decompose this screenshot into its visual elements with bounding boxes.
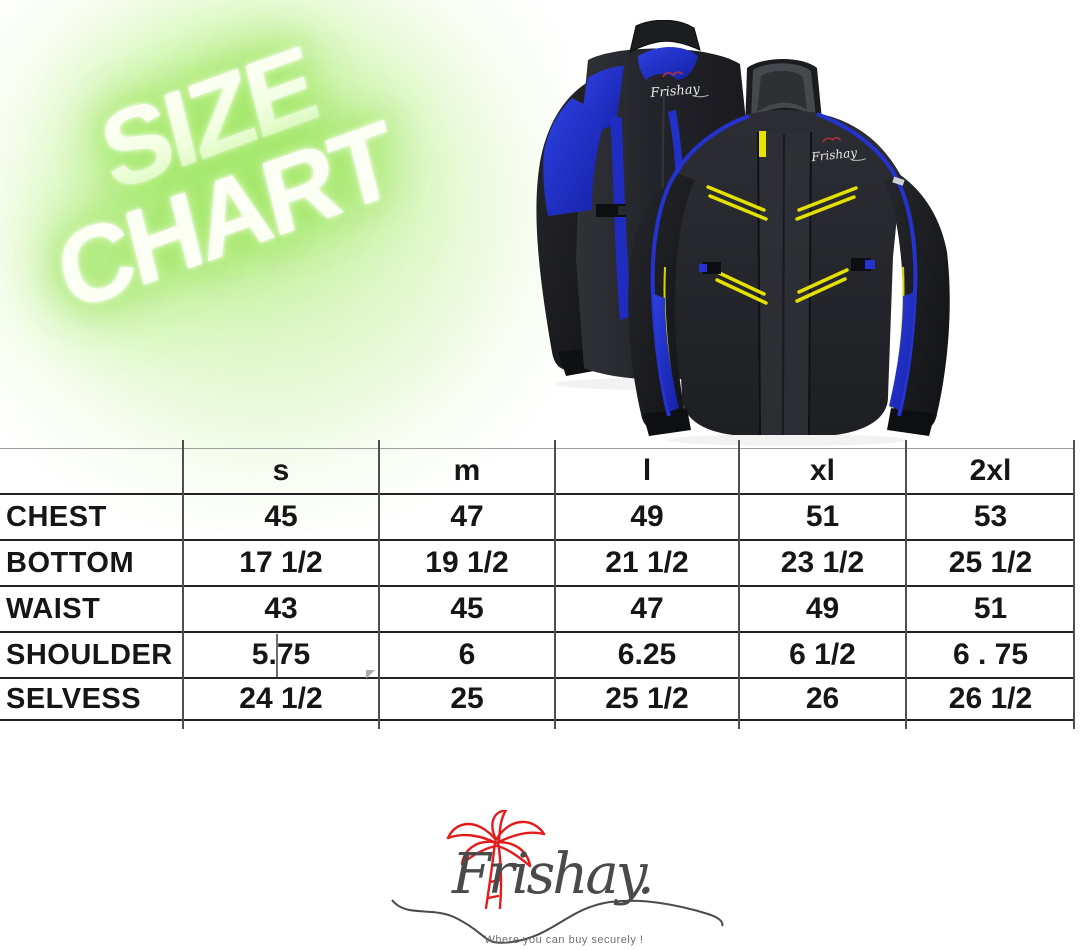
back-brand-embroidery: Frishay <box>649 71 709 101</box>
front-brand-embroidery: Frishay <box>810 137 866 165</box>
size-value-cell: 51 <box>973 592 1008 625</box>
size-value-cell: 19 1/2 <box>425 546 509 579</box>
grid-line <box>0 585 1075 587</box>
size-value-cell: 25 1/2 <box>948 546 1033 579</box>
right-forearm-blue-patch <box>889 292 915 410</box>
size-value-cell: 5.75 <box>251 638 311 671</box>
size-value-cell: 49 <box>805 592 840 625</box>
size-value-cell: 25 <box>450 682 484 715</box>
grid-line <box>0 631 1075 633</box>
footer-brand-logo: Frishay. Where you can buy securely ! <box>388 806 748 950</box>
grid-line <box>738 440 740 729</box>
grid-line <box>0 677 1075 679</box>
front-jacket-shadow <box>667 434 907 446</box>
size-column-header-l: l <box>642 454 652 487</box>
corner-header-cell <box>0 448 183 494</box>
green-glow-backdrop <box>0 0 570 530</box>
back-strap-keeper <box>618 206 627 215</box>
grid-line <box>0 719 1075 721</box>
measurement-row-label-waist: WAIST <box>6 592 101 625</box>
palm-tree-icon <box>446 810 546 910</box>
left-forearm-blue-patch <box>653 294 679 412</box>
brand-name-script: Frishay. <box>452 842 655 907</box>
size-value-cell: 45 <box>264 500 298 533</box>
size-value-cell: 23 1/2 <box>780 546 865 579</box>
size-column-header-xl: xl <box>809 454 836 487</box>
size-value-cell: 26 <box>805 682 840 715</box>
size-column-header-s: s <box>272 454 290 487</box>
measurement-row-label-shoulder: SHOULDER <box>6 638 173 671</box>
size-value-cell: 6 1/2 <box>789 638 856 671</box>
flap-seam-right <box>808 131 812 436</box>
zipper-yellow-tab <box>759 131 766 157</box>
size-column-header-m: m <box>453 454 481 487</box>
jacket-back-view-image: Frishay <box>536 20 748 390</box>
size-value-cell: 43 <box>264 592 298 625</box>
cell-split-artifact <box>276 634 278 677</box>
size-value-cell: 26 1/2 <box>948 682 1033 715</box>
brand-tagline: Where you can buy securely ! <box>484 934 644 946</box>
swoosh-underline <box>391 899 724 944</box>
chest-stripes <box>706 185 858 221</box>
left-blue-piping <box>650 114 750 417</box>
measurement-row-label-bottom: BOTTOM <box>6 546 135 579</box>
grid-line <box>182 440 184 729</box>
jacket-front-view-image: Frishay <box>628 59 950 446</box>
size-value-cell: 49 <box>630 500 664 533</box>
grid-line <box>905 440 907 729</box>
cursor-artifact <box>366 670 375 679</box>
back-arm-blue-panel <box>543 98 606 216</box>
size-chart-table: s m l xl 2xl CHEST 45 47 49 51 53 BOTTOM… <box>0 448 1075 720</box>
size-value-cell: 45 <box>450 592 484 625</box>
front-brand-script: Frishay <box>810 146 858 165</box>
size-value-cell: 6 <box>458 638 476 671</box>
front-left-cuff <box>643 408 691 436</box>
measurement-row-label-selvess: SELVESS <box>6 682 142 715</box>
waist-stripes <box>713 268 849 305</box>
size-value-cell: 24 1/2 <box>239 682 323 715</box>
brand-red-mark-icon <box>662 71 684 78</box>
size-value-cell: 47 <box>450 500 484 533</box>
measurement-row-label-chest: CHEST <box>6 500 107 533</box>
size-value-cell: 6 . 75 <box>952 638 1029 671</box>
left-waist-tab <box>703 262 721 274</box>
shoulder-label-patch <box>892 176 905 186</box>
back-brand-script: Frishay <box>649 82 701 101</box>
size-column-header-2xl: 2xl <box>969 454 1012 487</box>
back-collar <box>629 20 701 53</box>
brand-red-mark-icon <box>822 137 842 143</box>
size-value-cell: 6.25 <box>617 638 677 671</box>
size-value-cell: 51 <box>805 500 840 533</box>
size-value-cell: 25 1/2 <box>605 682 689 715</box>
flap-seam-left <box>757 131 761 436</box>
grid-line <box>1073 440 1075 729</box>
back-side-blue-band <box>610 116 632 320</box>
back-neck-blue-insert <box>638 47 698 80</box>
brand-underline-flourish <box>851 158 866 161</box>
left-waist-tab-blue <box>699 264 707 272</box>
grid-line <box>0 493 1075 495</box>
size-value-cell: 17 1/2 <box>239 546 323 579</box>
brand-underline-flourish <box>694 94 709 98</box>
right-blue-piping <box>816 112 918 417</box>
size-value-cell: 47 <box>630 592 664 625</box>
grid-line <box>378 440 380 729</box>
front-zipper-line <box>782 133 785 436</box>
grid-line <box>0 539 1075 541</box>
grid-line <box>554 440 556 729</box>
size-value-cell: 21 1/2 <box>605 546 689 579</box>
size-value-cell: 53 <box>973 500 1008 533</box>
front-collar-inner <box>757 70 807 112</box>
grid-line <box>0 448 1075 449</box>
right-waist-tab-blue <box>865 260 875 269</box>
